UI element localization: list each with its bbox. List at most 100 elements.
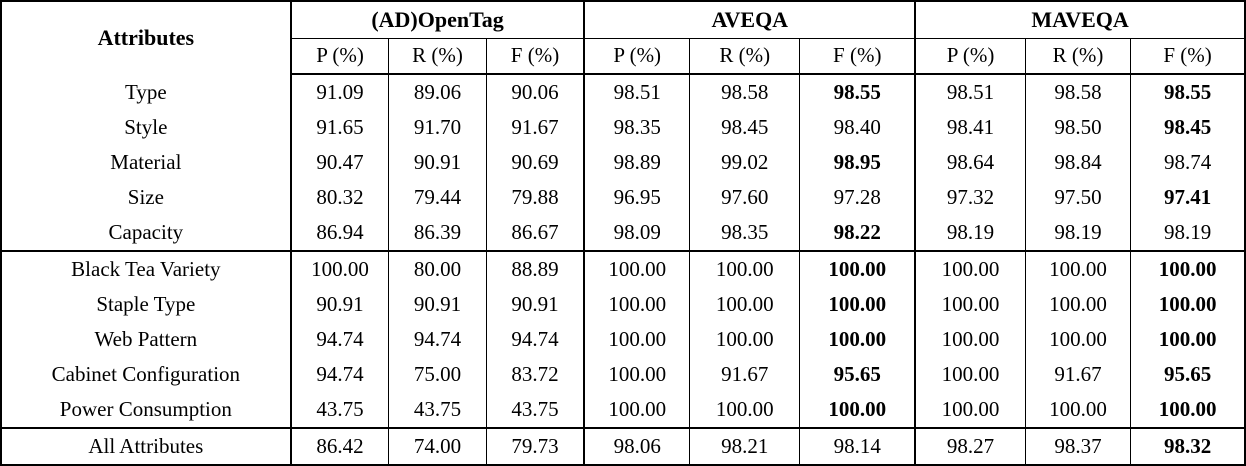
metric-cell: 98.74 — [1130, 145, 1245, 180]
metric-cell: 88.89 — [485, 250, 585, 287]
column-header-precision: P (%) — [914, 38, 1026, 75]
metric-cell: 98.37 — [1024, 427, 1131, 465]
metric-cell: 98.14 — [799, 427, 916, 465]
metric-cell: 100.00 — [799, 392, 916, 428]
column-header-aveqa: AVEQA — [583, 1, 916, 39]
table-row: Size 80.32 79.44 79.88 96.95 97.60 97.28 97.32 9… — [1, 180, 1245, 215]
attribute-cell: Style — [124, 115, 168, 139]
metric-cell: 91.65 — [289, 110, 389, 145]
metric-cell: 100.00 — [689, 287, 800, 322]
metric-cell: 43.75 — [388, 392, 487, 428]
metric-cell: 100.00 — [583, 392, 690, 428]
metric-cell: 98.19 — [914, 215, 1026, 251]
metric-cell: 98.06 — [583, 427, 690, 465]
header-row-metrics: P (%) R (%) F (%) P (%) R (%) F (%) P (%… — [1, 38, 1245, 75]
metric-cell: 96.95 — [583, 180, 690, 215]
metric-cell: 79.44 — [388, 180, 487, 215]
column-header-f1: F (%) — [485, 38, 585, 75]
metric-cell: 91.67 — [689, 357, 800, 392]
metric-cell: 100.00 — [583, 322, 690, 357]
metric-cell: 74.00 — [388, 427, 487, 465]
metric-cell: 79.73 — [485, 427, 585, 465]
metric-cell: 91.09 — [289, 74, 389, 110]
column-header-opentag: (AD)OpenTag — [289, 1, 585, 39]
column-header-f1: F (%) — [1130, 38, 1245, 75]
metric-cell: 98.35 — [583, 110, 690, 145]
attribute-cell: Web Pattern — [94, 327, 198, 351]
table-row: Black Tea Variety 100.00 80.00 88.89 100.00 1… — [1, 250, 1245, 287]
metric-cell: 100.00 — [289, 250, 389, 287]
attribute-cell: Capacity — [108, 220, 184, 244]
metric-cell: 98.84 — [1024, 145, 1131, 180]
metric-cell: 90.69 — [485, 145, 585, 180]
metric-cell: 89.06 — [388, 74, 487, 110]
metric-cell: 98.32 — [1130, 427, 1245, 465]
metric-cell: 100.00 — [1130, 392, 1245, 428]
metric-cell: 94.74 — [289, 322, 389, 357]
metric-cell: 90.91 — [388, 145, 487, 180]
metric-cell: 94.74 — [388, 322, 487, 357]
metric-cell: 100.00 — [914, 392, 1026, 428]
metric-cell: 98.19 — [1024, 215, 1131, 251]
metric-cell: 100.00 — [689, 392, 800, 428]
column-header-recall: R (%) — [1024, 38, 1131, 75]
metric-cell: 91.70 — [388, 110, 487, 145]
metric-cell: 98.55 — [1130, 74, 1245, 110]
attribute-cell: Cabinet Configuration — [51, 362, 241, 386]
metric-cell: 86.39 — [388, 215, 487, 251]
metric-cell: 98.58 — [1024, 74, 1131, 110]
metric-cell: 91.67 — [485, 110, 585, 145]
metric-cell: 98.89 — [583, 145, 690, 180]
metric-cell: 98.58 — [689, 74, 800, 110]
metric-cell: 100.00 — [689, 250, 800, 287]
column-header-recall: R (%) — [388, 38, 487, 75]
table-row: Material 90.47 90.91 90.69 98.89 99.02 98.95 98… — [1, 145, 1245, 180]
metric-cell: 83.72 — [485, 357, 585, 392]
column-header-f1: F (%) — [799, 38, 916, 75]
metric-cell: 94.74 — [485, 322, 585, 357]
metric-cell: 94.74 — [289, 357, 389, 392]
attribute-cell: Staple Type — [96, 292, 196, 316]
table-row: Capacity 86.94 86.39 86.67 98.09 98.35 98.22 98… — [1, 215, 1245, 251]
metric-cell: 86.42 — [289, 427, 389, 465]
metric-cell: 100.00 — [1024, 287, 1131, 322]
column-header-attributes: Attributes — [97, 25, 195, 50]
metric-cell: 90.91 — [485, 287, 585, 322]
metric-cell: 100.00 — [799, 287, 916, 322]
metric-cell: 86.94 — [289, 215, 389, 251]
metric-cell: 98.95 — [799, 145, 916, 180]
metric-cell: 100.00 — [1130, 250, 1245, 287]
metric-cell: 91.67 — [1024, 357, 1131, 392]
metric-cell: 100.00 — [1024, 322, 1131, 357]
column-header-maveqa: MAVEQA — [914, 1, 1245, 39]
metric-cell: 98.09 — [583, 215, 690, 251]
metric-cell: 100.00 — [914, 322, 1026, 357]
table-row: Staple Type 90.91 90.91 90.91 100.00 100.00 10… — [1, 287, 1245, 322]
metric-cell: 86.67 — [485, 215, 585, 251]
attribute-cell: All Attributes — [1, 427, 291, 465]
table-row: Style 91.65 91.70 91.67 98.35 98.45 98.40 98.41… — [1, 110, 1245, 145]
metric-cell: 98.45 — [689, 110, 800, 145]
table-row: Type 91.09 89.06 90.06 98.51 98.58 98.55 98.51 9… — [1, 74, 1245, 110]
metric-cell: 100.00 — [1024, 250, 1131, 287]
metric-cell: 100.00 — [914, 250, 1026, 287]
column-header-precision: P (%) — [583, 38, 690, 75]
metric-cell: 43.75 — [289, 392, 389, 428]
attribute-cell: Black Tea Variety — [1, 250, 291, 287]
table-row: Cabinet Configuration 94.74 75.00 83.72 100.… — [1, 357, 1245, 392]
metric-cell: 97.28 — [799, 180, 916, 215]
metric-cell: 98.27 — [914, 427, 1026, 465]
metric-cell: 90.47 — [289, 145, 389, 180]
metric-cell: 98.35 — [689, 215, 800, 251]
metric-cell: 98.51 — [914, 74, 1026, 110]
table-row: All Attributes 86.42 74.00 79.73 98.06 98.21 9… — [1, 427, 1245, 465]
metric-cell: 100.00 — [1130, 287, 1245, 322]
metric-cell: 90.91 — [388, 287, 487, 322]
metric-cell: 100.00 — [1130, 322, 1245, 357]
metric-cell: 95.65 — [1130, 357, 1245, 392]
metric-cell: 98.51 — [583, 74, 690, 110]
metric-cell: 80.00 — [388, 250, 487, 287]
metric-cell: 100.00 — [583, 287, 690, 322]
